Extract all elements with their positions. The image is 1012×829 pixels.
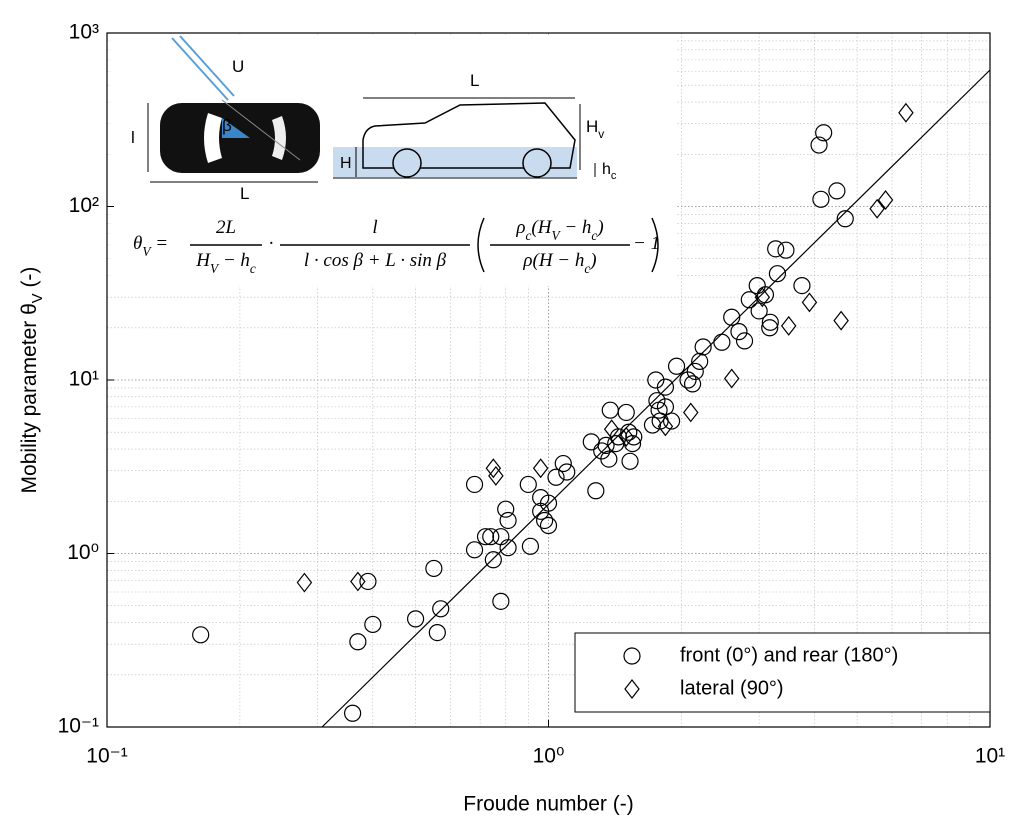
circle-marker bbox=[426, 560, 442, 576]
circle-marker bbox=[829, 183, 845, 199]
circle-marker bbox=[583, 434, 599, 450]
x-tick-label: 10⁻¹ bbox=[86, 745, 127, 768]
x-tick-label: 10⁰ bbox=[533, 745, 565, 768]
text-part: L bbox=[470, 71, 479, 90]
subscript: v bbox=[598, 127, 604, 141]
text-part: ρ bbox=[515, 217, 525, 238]
x-axis-label: Froude number (-) bbox=[463, 793, 633, 816]
text-part: θ bbox=[133, 233, 142, 254]
formula-part: · bbox=[269, 233, 274, 254]
x-tick-label: 10¹ bbox=[975, 745, 1005, 768]
formula-part: − 1 bbox=[633, 233, 660, 254]
inset-label: L bbox=[240, 184, 249, 203]
circle-marker bbox=[741, 292, 757, 308]
y-tick-label: 10² bbox=[69, 194, 99, 217]
circle-marker bbox=[493, 593, 509, 609]
circle-marker bbox=[669, 358, 685, 374]
diamond-marker bbox=[486, 459, 500, 477]
inset-label: l bbox=[131, 128, 135, 147]
circle-marker bbox=[360, 573, 376, 589]
circle-marker bbox=[685, 376, 701, 392]
text-part: L bbox=[240, 184, 249, 203]
circle-marker bbox=[193, 627, 209, 643]
text-part: (H bbox=[531, 217, 552, 238]
circle-marker bbox=[350, 634, 366, 650]
circle-marker bbox=[493, 529, 509, 545]
chart: 10⁻¹ 10⁰ 10¹ 10⁻¹ 10⁰ 10¹ 10² 10³ Froude number … bbox=[0, 0, 1012, 824]
circle-marker bbox=[433, 601, 449, 617]
inset-label: β bbox=[222, 116, 232, 135]
circle-marker bbox=[588, 483, 604, 499]
text-part: ρ(H − h bbox=[522, 250, 584, 271]
circle-marker bbox=[555, 456, 571, 472]
circle-marker bbox=[622, 453, 638, 469]
circle-marker bbox=[778, 242, 794, 258]
diamond-marker bbox=[725, 370, 739, 388]
circle-marker bbox=[749, 278, 765, 294]
text-part: H bbox=[340, 155, 352, 172]
circle-marker bbox=[813, 191, 829, 207]
text-part: − 1 bbox=[633, 233, 660, 254]
subscript: c bbox=[611, 170, 617, 182]
text-part: H bbox=[586, 117, 598, 136]
formula-part: 2L bbox=[216, 217, 236, 238]
text-part: − h bbox=[560, 217, 592, 238]
text-part: β bbox=[222, 116, 232, 135]
circle-marker bbox=[794, 278, 810, 294]
circle-marker bbox=[467, 542, 483, 558]
circle-marker bbox=[651, 402, 667, 418]
text-part: 2L bbox=[216, 217, 236, 238]
circle-marker bbox=[467, 476, 483, 492]
inset-label: U bbox=[232, 57, 244, 76]
circle-marker bbox=[602, 402, 618, 418]
text-part: h bbox=[602, 161, 611, 178]
inset-label: H bbox=[340, 155, 352, 172]
diamond-marker bbox=[489, 467, 503, 485]
circle-marker bbox=[485, 552, 501, 568]
text-part: ) bbox=[589, 250, 596, 271]
circle-marker bbox=[737, 333, 753, 349]
y-axis-label: Mobility parameter θV (-) bbox=[18, 267, 46, 494]
circle-marker bbox=[500, 512, 516, 528]
y-tick-label: 10⁻¹ bbox=[58, 715, 99, 738]
subscript: V bbox=[30, 293, 46, 303]
diamond-marker bbox=[870, 200, 884, 218]
diamond-marker bbox=[899, 104, 913, 122]
diamond-marker bbox=[297, 574, 311, 592]
formula-part: l bbox=[372, 217, 377, 238]
legend-label: front (0°) and rear (180°) bbox=[680, 644, 898, 666]
diamond-marker bbox=[834, 312, 848, 330]
circle-marker bbox=[559, 464, 575, 480]
text-part: − h bbox=[218, 250, 250, 271]
circle-marker bbox=[724, 309, 740, 325]
diamond-marker bbox=[782, 317, 796, 335]
circle-marker bbox=[522, 538, 538, 554]
text-part: H bbox=[195, 250, 211, 271]
inset-label: L bbox=[470, 71, 479, 90]
circle-marker bbox=[345, 705, 361, 721]
circle-marker bbox=[714, 334, 730, 350]
text-part: l bbox=[131, 128, 135, 147]
text-part: = bbox=[150, 233, 168, 254]
text-part: (-) bbox=[18, 267, 41, 294]
formula-part: l · cos β + L · sin β bbox=[304, 250, 447, 271]
text-part: Mobility parameter θ bbox=[18, 303, 41, 493]
y-tick-label: 10³ bbox=[69, 21, 99, 44]
circle-marker bbox=[500, 540, 516, 556]
circle-marker bbox=[429, 625, 445, 641]
y-tick-label: 10⁰ bbox=[67, 541, 99, 564]
circle-marker bbox=[731, 324, 747, 340]
subscript: c bbox=[250, 261, 256, 276]
y-tick-label: 10¹ bbox=[69, 368, 99, 391]
diamond-marker bbox=[534, 459, 548, 477]
text-part: l · cos β + L · sin β bbox=[304, 250, 447, 271]
text-part: ) bbox=[596, 217, 603, 238]
text-part: · bbox=[269, 233, 274, 254]
text-part: l bbox=[372, 217, 377, 238]
circle-marker bbox=[537, 512, 553, 528]
circle-marker bbox=[757, 287, 773, 303]
text-part: U bbox=[232, 57, 244, 76]
legend-label: lateral (90°) bbox=[680, 677, 784, 699]
